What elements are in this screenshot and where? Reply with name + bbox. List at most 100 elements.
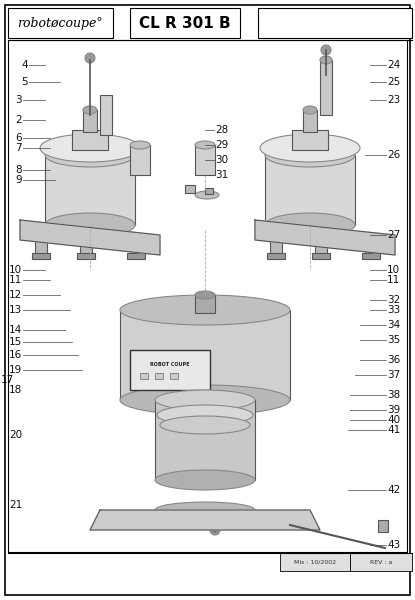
Bar [72,130,108,150]
Bar [292,130,328,150]
Text: 2: 2 [15,115,22,125]
Ellipse shape [321,45,331,55]
Bar [155,373,163,379]
Ellipse shape [85,53,95,63]
Ellipse shape [155,390,255,410]
Text: 28: 28 [215,125,228,135]
Bar [362,253,380,259]
Text: 36: 36 [387,355,400,365]
Bar [265,155,355,225]
Text: 43: 43 [387,540,400,550]
Text: REV : a: REV : a [370,559,392,565]
Text: 34: 34 [387,320,400,330]
Bar [205,188,213,194]
Bar [127,253,145,259]
Text: 10: 10 [9,265,22,275]
Ellipse shape [195,291,215,299]
Text: 20: 20 [9,430,22,440]
Bar [185,185,195,193]
Bar [378,520,388,532]
Polygon shape [255,220,395,255]
Bar [315,240,327,255]
Polygon shape [20,220,160,255]
Bar [130,8,240,38]
Text: 8: 8 [15,165,22,175]
Ellipse shape [160,416,250,434]
Ellipse shape [265,213,355,237]
Text: 39: 39 [387,405,400,415]
Text: 4: 4 [22,60,28,70]
Text: ROBOT COUPE: ROBOT COUPE [150,362,190,367]
Bar [83,110,97,132]
Bar [170,373,178,379]
Text: 30: 30 [215,155,228,165]
Bar [32,253,50,259]
Text: 40: 40 [387,415,400,425]
Text: 16: 16 [9,350,22,360]
Bar [8,8,113,38]
Text: 21: 21 [9,500,22,510]
Text: 27: 27 [387,230,400,240]
Bar [130,145,150,175]
Ellipse shape [120,295,290,325]
Text: 23: 23 [387,95,400,105]
Ellipse shape [45,213,135,237]
Text: 31: 31 [215,170,228,180]
Ellipse shape [260,134,360,162]
Text: 33: 33 [387,305,400,315]
Text: 18: 18 [9,385,22,395]
Ellipse shape [40,134,140,162]
Bar [195,295,215,313]
Bar [120,310,290,400]
Text: robotøcoupe°: robotøcoupe° [17,16,103,29]
Ellipse shape [45,143,135,167]
Ellipse shape [120,385,290,415]
Text: 32: 32 [387,295,400,305]
Bar [45,155,135,225]
Ellipse shape [83,106,97,114]
Text: 41: 41 [387,425,400,435]
Text: 19: 19 [9,365,22,375]
Bar [303,110,317,132]
Ellipse shape [130,141,150,149]
Bar [155,400,255,480]
Text: 17: 17 [1,375,14,385]
Text: CL R 301 B: CL R 301 B [139,16,231,31]
Ellipse shape [265,143,355,167]
Text: 5: 5 [22,77,28,87]
Bar [270,240,282,255]
Text: 15: 15 [9,337,22,347]
Text: 26: 26 [387,150,400,160]
Text: 25: 25 [387,77,400,87]
Bar [350,553,412,571]
Ellipse shape [210,525,220,535]
Ellipse shape [195,191,219,199]
Bar [77,253,95,259]
Bar [140,373,148,379]
Bar [35,240,47,255]
Bar [130,350,210,390]
Bar [320,60,332,115]
Bar [280,553,350,571]
Bar [80,240,92,255]
Text: 38: 38 [387,390,400,400]
Bar [312,253,330,259]
Ellipse shape [320,56,332,64]
Bar [267,253,285,259]
Ellipse shape [155,502,255,518]
Text: 7: 7 [15,143,22,153]
Bar [8,40,407,552]
Text: Mis : 10/2002: Mis : 10/2002 [294,559,336,565]
Bar [100,95,112,135]
Ellipse shape [157,405,253,425]
Text: 13: 13 [9,305,22,315]
Bar [365,240,377,255]
Text: 37: 37 [387,370,400,380]
Ellipse shape [195,141,215,149]
Ellipse shape [155,470,255,490]
Text: 24: 24 [387,60,400,70]
Text: 10: 10 [387,265,400,275]
Bar [195,145,215,175]
Ellipse shape [212,527,217,533]
Text: 9: 9 [15,175,22,185]
